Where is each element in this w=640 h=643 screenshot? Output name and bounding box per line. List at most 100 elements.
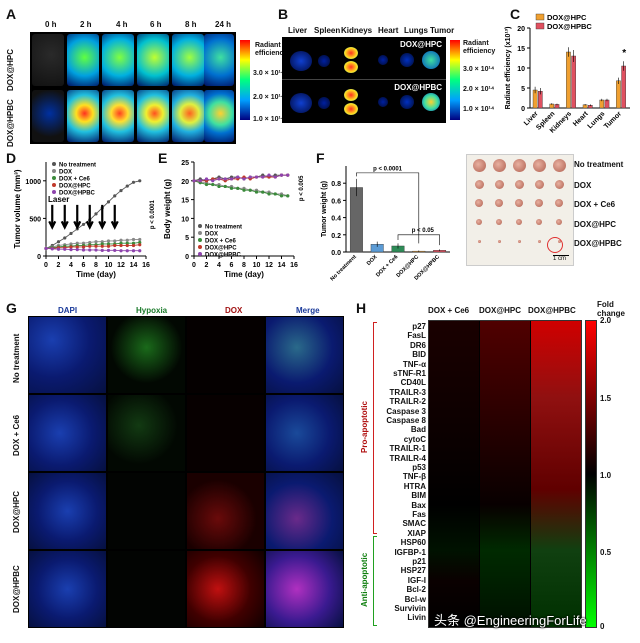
time-label: 6 h (150, 20, 162, 29)
gene-label: IGF-I (407, 575, 426, 585)
heart-signal (378, 97, 388, 107)
bar (349, 187, 363, 253)
tumor-signal (422, 93, 440, 111)
gene-label: sTNF-R1 (393, 369, 426, 378)
data-point (211, 179, 215, 183)
heatmap-col (531, 321, 581, 627)
gene-label: TNF-β (402, 472, 426, 482)
gene-label: DR6 (409, 340, 426, 350)
x-tick-label: 4 (217, 262, 221, 269)
data-point (138, 179, 142, 183)
heatmap-colorbar (585, 320, 597, 628)
data-point (81, 222, 86, 227)
data-point (125, 249, 129, 253)
g-row-label: DOX + Ce6 (12, 414, 21, 456)
data-point (106, 244, 111, 248)
panel-a-row-label: DOX@HPC (6, 48, 15, 91)
legend-label: DOX@HPC (547, 13, 587, 22)
data-point (100, 248, 104, 252)
data-point (217, 177, 221, 181)
heatmap-col (429, 321, 479, 627)
y-tick-label: 0.0 (331, 250, 341, 257)
data-point (131, 241, 136, 245)
data-point (211, 182, 215, 187)
colorbar-tick: 0.5 (600, 548, 612, 557)
g-row-label: DOX@HPC (12, 490, 21, 534)
legend-label: DOX@HPBC (205, 253, 242, 259)
panel-a-colorbar (240, 40, 250, 120)
data-point (279, 194, 284, 198)
legend-label: DOX + Ce6 (59, 177, 91, 183)
y-tick-label: 5 (185, 235, 189, 242)
tumor-signal (422, 51, 440, 69)
legend-label: No treatment (205, 225, 242, 231)
organ-label: Heart (378, 26, 399, 35)
h-col-label: DOX@HPC (479, 306, 522, 315)
tumor-sample (514, 179, 524, 189)
time-label: 4 h (116, 20, 128, 29)
laser-label: Laser (48, 195, 69, 204)
gene-label: BID (412, 350, 426, 360)
heatmap (428, 320, 582, 628)
gene-label: p27 (412, 322, 426, 331)
p-value-label: p < 0.05 (412, 228, 435, 234)
h-col-label: DOX + Ce6 (428, 306, 470, 315)
dox-image (187, 317, 264, 393)
data-point (261, 190, 265, 194)
data-point (94, 240, 98, 244)
gene-label: TNF-α (402, 359, 426, 369)
y-axis-label: Radiant efficiency (x10¹³) (505, 27, 512, 110)
legend-marker (52, 190, 56, 194)
kidney-signal (344, 103, 358, 115)
gene-label: Fas (412, 510, 426, 519)
data-point (242, 188, 246, 192)
mouse-image (67, 34, 99, 86)
mouse-image (67, 90, 99, 142)
x-tick-label: 6 (82, 262, 86, 269)
data-point (119, 249, 123, 253)
data-point (273, 175, 277, 179)
legend-swatch (535, 22, 545, 30)
legend-label: DOX@HPC (205, 246, 237, 252)
data-point (113, 248, 117, 252)
y-tick-label: 25 (181, 160, 189, 167)
x-tick-label: No treatment (330, 254, 358, 282)
panel-b-image: DOX@HPC DOX@HPBC (282, 37, 446, 123)
bar (571, 55, 576, 109)
data-point (229, 186, 234, 190)
p-value-label: p < 0.0001 (150, 200, 156, 230)
mouse-image (137, 90, 169, 142)
y-tick-label: 15 (181, 198, 189, 205)
series-line (46, 244, 140, 249)
mouse-image (137, 34, 169, 86)
y-tick-label: 500 (29, 216, 41, 223)
legend-swatch (535, 13, 545, 21)
photo-row-label: DOX + Ce6 (574, 200, 616, 209)
lungs-signal (400, 95, 414, 109)
g-col-label: Hypoxia (136, 306, 168, 315)
hypoxia-image (108, 317, 185, 393)
tumor-sample (497, 239, 501, 243)
tumor-sample (555, 199, 563, 207)
tumor-sample (477, 239, 481, 243)
panel-b-scale-tick: 3.0 × 10¹⁴ (463, 66, 495, 73)
g-row-label: DOX@HPBC (12, 565, 21, 613)
panel-b-image-label: DOX@HPBC (394, 83, 442, 92)
legend-marker (52, 162, 56, 166)
colorbar-title: Fold change (597, 300, 626, 318)
mouse-image (102, 90, 134, 142)
data-point (131, 180, 136, 184)
data-point (63, 236, 67, 240)
mouse-image (172, 34, 204, 86)
data-point (69, 242, 73, 246)
tumor-photo: 1 cm (466, 154, 574, 266)
panel-a-letter: A (6, 6, 17, 22)
gene-label: Bcl-2 (406, 585, 426, 595)
gene-label: cytoC (403, 434, 426, 444)
photo-row-label: DOX (574, 181, 592, 190)
photo-row-label: DOX@HPBC (574, 239, 622, 248)
gene-label: p53 (412, 463, 426, 472)
tumor-highlight-circle (547, 237, 563, 253)
data-point (286, 194, 290, 198)
microscopy-grid (28, 316, 344, 628)
